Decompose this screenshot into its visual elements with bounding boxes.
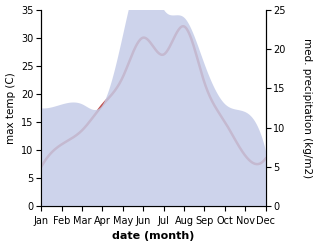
Y-axis label: med. precipitation (kg/m2): med. precipitation (kg/m2) xyxy=(302,38,313,178)
X-axis label: date (month): date (month) xyxy=(112,231,195,242)
Y-axis label: max temp (C): max temp (C) xyxy=(5,72,16,144)
